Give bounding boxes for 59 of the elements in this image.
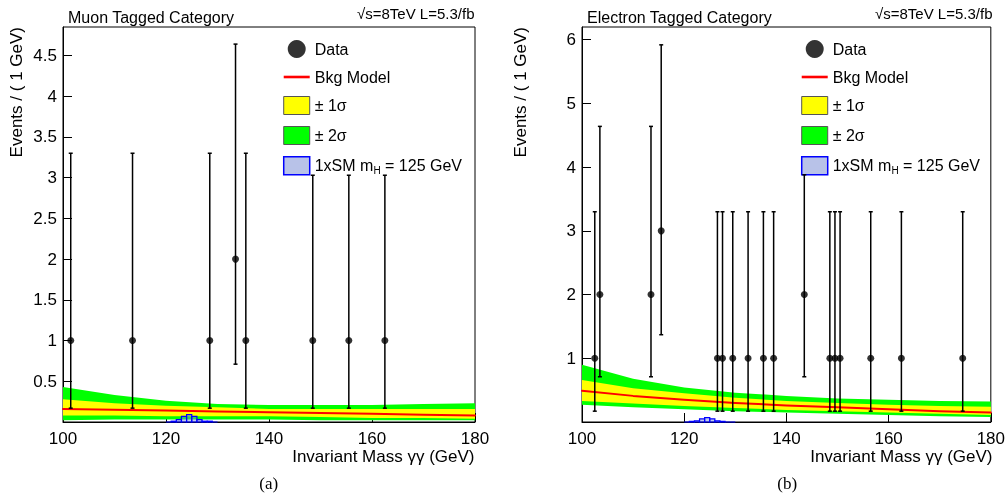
point <box>744 354 752 362</box>
point <box>728 354 736 362</box>
legend-label: Bkg Model <box>832 68 908 86</box>
text: √s=8TeV L=5.3/fb <box>874 5 992 22</box>
point <box>595 291 603 299</box>
y-tick-label: 1 <box>47 331 57 351</box>
text: (a) <box>259 474 279 493</box>
point <box>657 227 665 235</box>
point <box>800 291 808 299</box>
point <box>769 354 777 362</box>
chart-title: Muon Tagged Category <box>68 8 235 26</box>
point <box>759 354 767 362</box>
y-tick-label: 4 <box>47 86 57 106</box>
legend-label: ± 1σ <box>314 97 347 114</box>
y-tick-label: 2 <box>47 249 57 269</box>
text: (b) <box>776 474 797 493</box>
x-tick-label: 140 <box>254 429 284 448</box>
y-tick-label: 5 <box>566 93 576 113</box>
point <box>866 354 874 362</box>
y-tick-label: 3 <box>47 168 57 188</box>
legend-label: Bkg Model <box>314 68 391 86</box>
point <box>897 354 905 362</box>
x-tick-label: 120 <box>151 429 181 448</box>
y-tick-label: 1.5 <box>33 290 57 310</box>
y-tick-label: 0.5 <box>33 371 57 391</box>
point <box>958 354 966 362</box>
x-tick-label: 100 <box>48 429 78 448</box>
y-tick-label: 3.5 <box>33 127 57 147</box>
y-tick-label: 6 <box>566 30 576 50</box>
x-tick-label: 100 <box>567 429 596 448</box>
x-tick-label: 120 <box>669 429 698 448</box>
point <box>590 354 598 362</box>
point <box>836 354 844 362</box>
legend-label: Data <box>832 40 867 58</box>
point <box>647 291 654 299</box>
y-axis-title: Events / ( 1 GeV) <box>510 27 529 158</box>
y-axis-title: Events / ( 1 GeV) <box>6 27 26 158</box>
legend-label: ± 1σ <box>832 97 865 114</box>
legend-label: ± 2σ <box>314 127 347 144</box>
x-tick-label: 180 <box>460 429 490 448</box>
y-tick-label: 2.5 <box>33 208 57 228</box>
x-axis-title: Invariant Mass γγ (GeV) <box>809 447 992 466</box>
y-tick-label: 2 <box>566 285 576 305</box>
x-tick-label: 180 <box>976 429 1005 448</box>
y-tick-label: 4.5 <box>33 46 57 66</box>
y-tick-label: 4 <box>566 157 576 177</box>
line-series <box>62 407 476 417</box>
y-tick-label: 3 <box>566 221 576 241</box>
y-tick-label: 1 <box>566 348 576 368</box>
line-series <box>580 389 992 414</box>
text: √s=8TeV L=5.3/fb <box>357 5 475 22</box>
x-tick-label: 140 <box>771 429 801 448</box>
x-tick-label: 160 <box>357 429 387 448</box>
x-tick-label: 160 <box>873 429 903 448</box>
x-axis-title: Invariant Mass γγ (GeV) <box>292 447 475 466</box>
legend-label: ± 2σ <box>832 127 865 144</box>
point <box>718 354 726 362</box>
chart-title: Electron Tagged Category <box>586 8 772 26</box>
legend-label: Data <box>314 40 349 58</box>
